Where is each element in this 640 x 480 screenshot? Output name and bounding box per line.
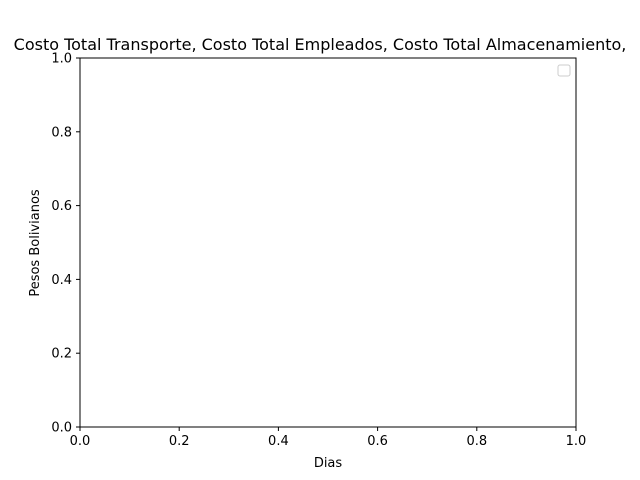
y-tick-label: 0.8 [51,125,72,140]
y-axis-label: Pesos Bolivianos [28,189,43,297]
x-tick-label: 0.4 [268,434,289,449]
legend-box [557,64,571,77]
y-tick-label: 0.6 [51,199,72,214]
x-tick-label: 1.0 [566,434,587,449]
y-tick-label: 0.0 [51,421,72,436]
x-tick-label: 0.8 [466,434,487,449]
x-tick-label: 0.2 [169,434,190,449]
y-tick-label: 0.2 [51,347,72,362]
x-tick-label: 0.6 [367,434,388,449]
x-axis-ticks: 0.0 0.2 0.4 0.6 0.8 1.0 [70,427,587,449]
y-tick-label: 1.0 [51,52,72,67]
chart-title: Costo Total Transporte, Costo Total Empl… [14,35,627,54]
y-axis-ticks: 0.0 0.2 0.4 0.6 0.8 1.0 [51,52,80,436]
y-tick-label: 0.4 [51,273,72,288]
plot-area [79,57,577,428]
x-tick-label: 0.0 [70,434,91,449]
x-axis-label: Dias [314,456,343,471]
